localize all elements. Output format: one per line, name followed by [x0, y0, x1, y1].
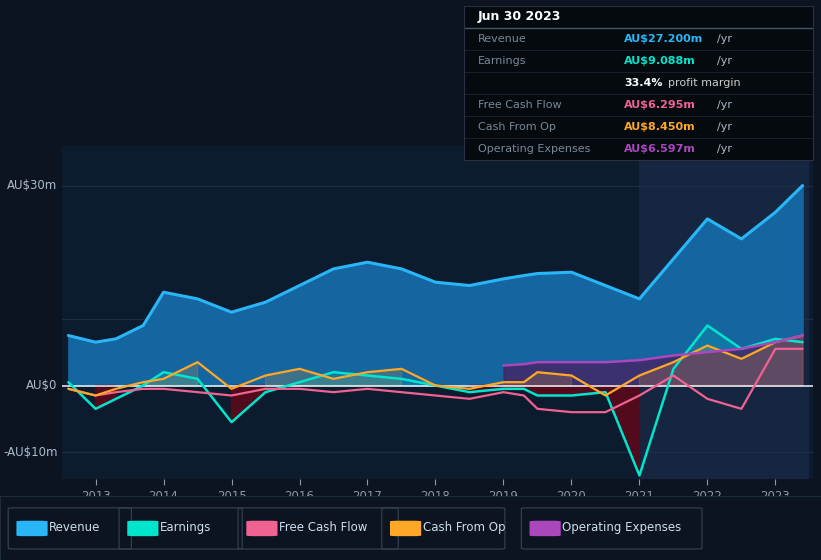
- Text: AU$27.200m: AU$27.200m: [624, 34, 704, 44]
- FancyBboxPatch shape: [530, 521, 561, 536]
- Text: Free Cash Flow: Free Cash Flow: [478, 100, 562, 110]
- Text: Operating Expenses: Operating Expenses: [562, 521, 681, 534]
- Text: /yr: /yr: [717, 55, 732, 66]
- Text: AU$8.450m: AU$8.450m: [624, 122, 696, 132]
- Text: Cash From Op: Cash From Op: [423, 521, 505, 534]
- FancyBboxPatch shape: [246, 521, 277, 536]
- Text: Revenue: Revenue: [49, 521, 101, 534]
- Text: AU$9.088m: AU$9.088m: [624, 55, 696, 66]
- FancyBboxPatch shape: [127, 521, 158, 536]
- Text: AU$6.295m: AU$6.295m: [624, 100, 696, 110]
- Text: Operating Expenses: Operating Expenses: [478, 143, 590, 153]
- FancyBboxPatch shape: [390, 521, 421, 536]
- Text: AU$30m: AU$30m: [7, 179, 57, 192]
- Text: 33.4%: 33.4%: [624, 78, 663, 87]
- Text: /yr: /yr: [717, 143, 732, 153]
- Text: /yr: /yr: [717, 100, 732, 110]
- Text: profit margin: profit margin: [668, 78, 741, 87]
- Text: Earnings: Earnings: [478, 55, 526, 66]
- Text: Jun 30 2023: Jun 30 2023: [478, 10, 562, 23]
- Bar: [640, 146, 810, 479]
- Text: /yr: /yr: [717, 122, 732, 132]
- Text: Free Cash Flow: Free Cash Flow: [279, 521, 368, 534]
- Text: /yr: /yr: [717, 34, 732, 44]
- Text: AU$0: AU$0: [26, 379, 57, 392]
- Text: Revenue: Revenue: [478, 34, 526, 44]
- FancyBboxPatch shape: [16, 521, 48, 536]
- Text: -AU$10m: -AU$10m: [3, 446, 57, 459]
- Text: Cash From Op: Cash From Op: [478, 122, 556, 132]
- Text: AU$6.597m: AU$6.597m: [624, 143, 696, 153]
- Text: Earnings: Earnings: [160, 521, 212, 534]
